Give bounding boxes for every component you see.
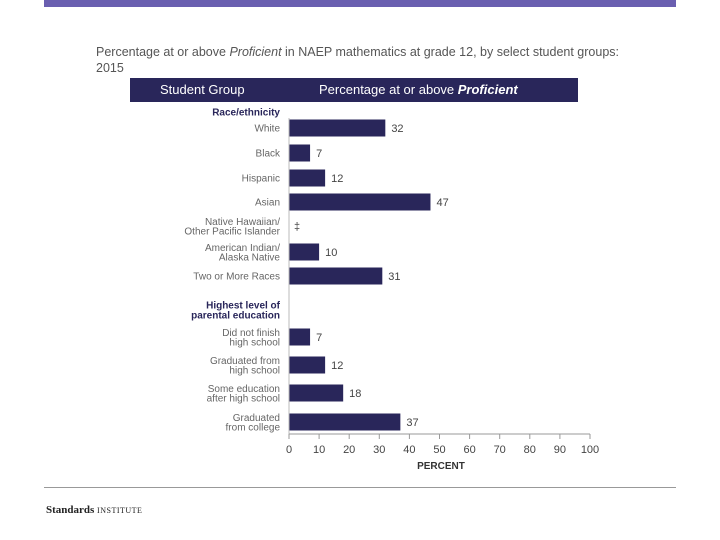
data-label: 31: [388, 271, 400, 283]
bar: [289, 267, 383, 285]
bar: [289, 169, 326, 187]
top-accent-bar: [44, 0, 676, 7]
category-label: Asian: [255, 198, 280, 209]
x-tick-label: 50: [433, 444, 445, 456]
x-tick-label: 40: [403, 444, 415, 456]
bar: [289, 144, 311, 162]
x-tick-label: 20: [343, 444, 355, 456]
x-tick-label: 90: [554, 444, 566, 456]
category-label: Graduated from high school: [210, 356, 280, 377]
data-label: 18: [349, 388, 361, 400]
data-label: 37: [406, 417, 418, 429]
category-label: Graduated from college: [226, 413, 281, 434]
x-tick-label: 10: [313, 444, 325, 456]
footer-divider: [44, 487, 676, 488]
bar: [289, 193, 431, 211]
x-tick-label: 100: [581, 444, 599, 456]
x-tick-label: 0: [286, 444, 292, 456]
category-label: Hispanic: [242, 174, 280, 185]
category-label: White: [254, 124, 280, 135]
bar: [289, 328, 311, 346]
bar: [289, 356, 326, 374]
data-label: 32: [391, 123, 403, 135]
data-label: 47: [436, 197, 448, 209]
data-label: 7: [316, 148, 322, 160]
category-label: Did not finish high school: [222, 328, 280, 349]
category-label: Native Hawaiian/Other Pacific Islander: [184, 217, 280, 238]
x-tick-label: 30: [373, 444, 385, 456]
bar: [289, 243, 320, 261]
header-student-group: Student Group: [160, 82, 245, 97]
footer-logo: Standards INSTITUTE: [46, 504, 143, 516]
data-label: 12: [331, 173, 343, 185]
table-header: Student Group Percentage at or above Pro…: [130, 78, 578, 102]
x-tick-label: 80: [524, 444, 536, 456]
bar: [289, 384, 344, 402]
category-label: Two or More Races: [193, 272, 280, 283]
data-label: 7: [316, 332, 322, 344]
category-label: Black: [256, 149, 281, 160]
category-label: American Indian/Alaska Native: [205, 243, 280, 264]
chart-title: Percentage at or above Proficient in NAE…: [96, 45, 619, 75]
group-label-race-ethnicity: Race/ethnicity: [212, 108, 280, 119]
bar: [289, 413, 401, 431]
category-label: Some education after high school: [207, 384, 280, 405]
x-tick-label: 70: [494, 444, 506, 456]
data-label: 10: [325, 247, 337, 259]
x-axis-label: PERCENT: [417, 461, 465, 472]
bar: [289, 119, 386, 137]
data-label: 12: [331, 360, 343, 372]
group-label-highest-level-of-parental-education: Highest level of parental education: [191, 301, 281, 322]
header-percentage: Percentage at or above Proficient: [319, 82, 518, 97]
x-tick-label: 60: [463, 444, 475, 456]
data-label-suppressed: ‡: [294, 221, 300, 233]
